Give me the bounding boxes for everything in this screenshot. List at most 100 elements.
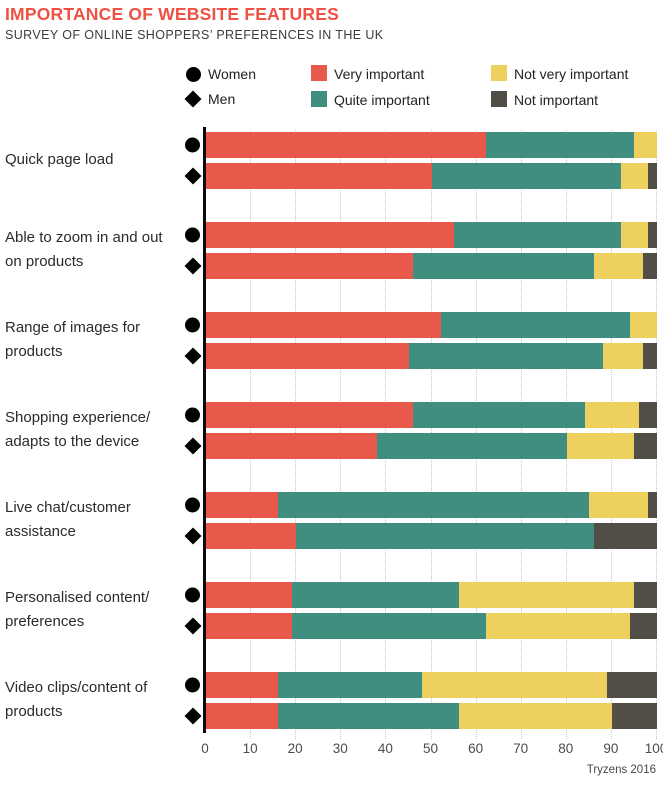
bar-segment-very-important (206, 343, 409, 369)
x-tick-label-80: 80 (558, 741, 574, 756)
bar-segment-very-important (206, 253, 414, 279)
bar-segment-not-very-important (634, 132, 657, 158)
page-subtitle: SURVEY OF ONLINE SHOPPERS’ PREFERENCES I… (5, 28, 384, 42)
men-bar-row (206, 523, 657, 549)
bar-segment-not-important (647, 492, 657, 518)
category-label: Video clips/content of products (5, 679, 148, 720)
men-diamond-icon (184, 90, 202, 108)
bar-segment-not-very-important (485, 613, 630, 639)
bar-segment-not-important (643, 253, 657, 279)
men-bar-row (206, 253, 657, 279)
quite-important-swatch-icon (311, 91, 327, 107)
x-tick-label-10: 10 (242, 741, 258, 756)
women-circle-icon (186, 67, 201, 82)
men-bar-row (206, 343, 657, 369)
bar-segment-very-important (206, 582, 292, 608)
men-bar-row (206, 613, 657, 639)
y-axis-line (203, 127, 206, 733)
women-bar-row (206, 672, 657, 698)
x-tick-label-50: 50 (422, 741, 439, 756)
women-bar-row (206, 312, 657, 338)
x-tick-label-40: 40 (377, 741, 393, 756)
bar-segment-quite-important (431, 163, 621, 189)
bar-segment-not-very-important (458, 582, 635, 608)
bar-segment-quite-important (278, 672, 423, 698)
men-bar-row (206, 703, 657, 729)
bar-segment-very-important (206, 613, 292, 639)
bar-segment-very-important (206, 402, 414, 428)
source-credit: Tryzens 2016 (586, 764, 656, 776)
women-circle-icon (185, 137, 200, 153)
bar-segment-not-very-important (602, 343, 644, 369)
bar-segment-quite-important (291, 613, 486, 639)
bar-segment-not-important (629, 613, 657, 639)
bar-segment-very-important (206, 492, 279, 518)
women-circle-icon (185, 497, 200, 513)
women-circle-icon (185, 677, 200, 693)
bar-segment-quite-important (440, 312, 630, 338)
bar-segment-very-important (206, 222, 455, 248)
bar-segment-quite-important (454, 222, 621, 248)
category-label: Quick page load (5, 151, 114, 168)
very-important-swatch-icon (311, 65, 327, 81)
legend-label-not-important: Not important (514, 92, 599, 108)
bar-segment-not-important (647, 222, 657, 248)
category-label: Range of images for products (5, 319, 141, 360)
bar-segment-quite-important (291, 582, 459, 608)
x-tick-label-70: 70 (513, 741, 529, 756)
page-title: IMPORTANCE OF WEBSITE FEATURES (5, 4, 339, 24)
bar-segment-quite-important (413, 253, 594, 279)
category-label: Shopping experience/ adapts to the devic… (5, 409, 151, 450)
bar-segment-not-very-important (584, 402, 639, 428)
x-tick-label-100: 100 (644, 741, 663, 756)
x-tick-label-20: 20 (287, 741, 303, 756)
x-tick-label-0: 0 (201, 741, 209, 756)
bar-segment-not-very-important (422, 672, 608, 698)
category-label: Live chat/customer assistance (5, 499, 131, 540)
bar-segment-not-very-important (589, 492, 648, 518)
legend-label-women: Women (208, 66, 256, 82)
bar-segment-very-important (206, 433, 378, 459)
bar-segment-quite-important (377, 433, 567, 459)
category-label: Able to zoom in and out on products (5, 229, 163, 270)
bar-segment-not-important (638, 402, 657, 428)
bar-segment-quite-important (278, 492, 590, 518)
bar-segment-not-very-important (620, 222, 648, 248)
legend-label-men: Men (208, 91, 236, 107)
bar-segment-not-very-important (620, 163, 648, 189)
bar-segment-not-very-important (566, 433, 635, 459)
bar-segment-quite-important (296, 523, 594, 549)
not-important-swatch-icon (491, 91, 507, 107)
bar-segment-very-important (206, 163, 432, 189)
bar-segment-not-important (643, 343, 657, 369)
bar-segment-very-important (206, 703, 279, 729)
men-bar-row (206, 433, 657, 459)
x-tick-label-60: 60 (468, 741, 484, 756)
women-bar-row (206, 222, 657, 248)
bar-segment-quite-important (485, 132, 635, 158)
x-tick-label-30: 30 (332, 741, 348, 756)
bar-segment-very-important (206, 312, 441, 338)
bar-segment-not-important (634, 433, 657, 459)
bar-segment-not-very-important (629, 312, 657, 338)
bar-segment-quite-important (413, 402, 585, 428)
women-circle-icon (185, 227, 200, 243)
legend-label-not-very-important: Not very important (514, 66, 629, 82)
bar-segment-quite-important (408, 343, 603, 369)
women-bar-row (206, 132, 657, 158)
bar-segment-not-important (611, 703, 657, 729)
women-circle-icon (185, 587, 200, 603)
not-very-important-swatch-icon (491, 65, 507, 81)
bar-segment-not-important (634, 582, 657, 608)
bar-segment-quite-important (278, 703, 459, 729)
category-label: Personalised content/ preferences (5, 589, 150, 630)
men-bar-row (206, 163, 657, 189)
bar-segment-not-important (607, 672, 657, 698)
bar-segment-not-very-important (593, 253, 644, 279)
x-tick-label-90: 90 (603, 741, 619, 756)
women-bar-row (206, 402, 657, 428)
bar-segment-not-very-important (458, 703, 612, 729)
bar-segment-not-important (593, 523, 657, 549)
bar-segment-very-important (206, 523, 297, 549)
